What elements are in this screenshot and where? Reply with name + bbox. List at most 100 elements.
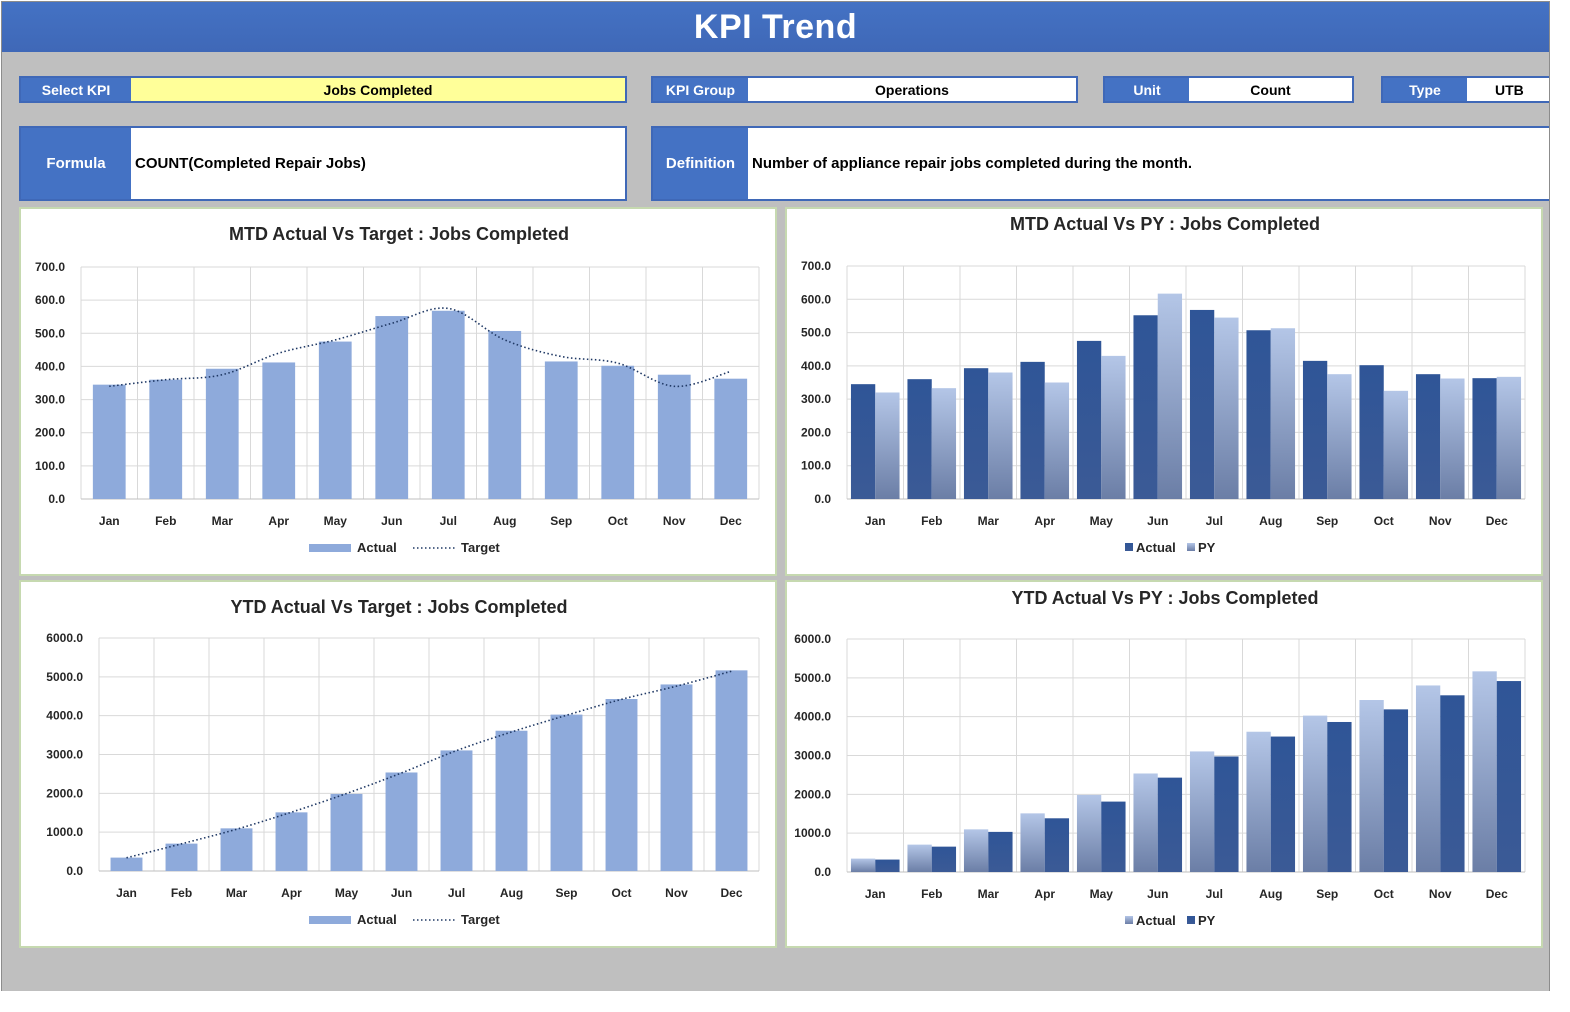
bar-actual — [431, 310, 465, 499]
chart-ytd-actual-vs-py: YTD Actual Vs PY : Jobs Completed 0.0 1000… — [785, 580, 1543, 948]
y-tick-label: 4000.0 — [46, 709, 83, 723]
legend-label-target: Target — [461, 540, 500, 555]
bar-py — [875, 392, 900, 499]
x-tick-label: Dec — [1486, 514, 1508, 528]
bar-py — [1496, 376, 1522, 499]
bar-actual — [1302, 360, 1328, 499]
x-tick-label: Aug — [1259, 514, 1282, 528]
bar-actual — [1133, 315, 1158, 499]
bar-py — [1101, 801, 1126, 872]
bar-py — [988, 831, 1013, 872]
bar-actual — [1472, 671, 1497, 872]
chart-title: YTD Actual Vs PY : Jobs Completed — [1011, 588, 1318, 608]
bar-actual — [1020, 361, 1045, 499]
bar-py — [1044, 382, 1070, 499]
y-tick-label: 600.0 — [35, 293, 65, 307]
chart-ytd-actual-vs-target: YTD Actual Vs Target : Jobs Completed 0.0… — [19, 580, 777, 948]
bar-py — [1327, 374, 1352, 499]
legend-swatch-actual — [1125, 543, 1133, 551]
type-label: Type — [1383, 78, 1467, 101]
bar-actual — [605, 699, 638, 871]
kpi-group-label: KPI Group — [653, 78, 748, 101]
legend-swatch-py — [1187, 543, 1195, 551]
y-tick-label: 0.0 — [66, 864, 83, 878]
y-tick-label: 400.0 — [801, 359, 831, 373]
bar-actual — [1020, 813, 1045, 872]
chart-mtd-actual-vs-py: MTD Actual Vs PY : Jobs Completed 0.0 100.… — [785, 207, 1543, 576]
unit-value: Count — [1250, 81, 1291, 98]
chart-mtd-actual-vs-py-svg: MTD Actual Vs PY : Jobs Completed 0.0 100.… — [801, 214, 1526, 555]
bar-actual — [963, 368, 989, 499]
x-tick-label: Feb — [171, 886, 192, 900]
bar-actual — [714, 378, 748, 499]
bar-actual — [165, 843, 198, 871]
x-tick-label: Sep — [550, 514, 572, 528]
bar-actual — [963, 829, 989, 872]
bar-actual — [850, 384, 876, 499]
bar-py — [1270, 328, 1296, 499]
bar-actual — [220, 828, 253, 871]
x-tick-label: Jul — [1206, 887, 1223, 901]
x-tick-label: May — [324, 514, 348, 528]
legend-swatch-actual — [309, 916, 351, 924]
sheet-bottom-area — [0, 991, 1570, 1012]
chart-title: MTD Actual Vs Target : Jobs Completed — [229, 224, 569, 244]
x-tick-label: Dec — [720, 886, 742, 900]
chart-mtd-actual-vs-target-svg: MTD Actual Vs Target : Jobs Completed 0.0… — [35, 224, 760, 555]
bar-actual — [1415, 374, 1441, 499]
y-tick-label: 300.0 — [801, 392, 831, 406]
bar-py — [1157, 777, 1183, 872]
x-tick-label: Aug — [500, 886, 523, 900]
bar-py — [1214, 317, 1239, 499]
legend-label-py: PY — [1198, 913, 1216, 928]
x-tick-label: Sep — [1316, 887, 1338, 901]
select-kpi-dropdown[interactable]: Jobs Completed — [131, 78, 625, 101]
legend: Actual Target — [309, 912, 500, 927]
x-tick-label: Feb — [155, 514, 176, 528]
x-tick-label: Oct — [1374, 887, 1394, 901]
y-tick-label: 100.0 — [801, 459, 831, 473]
x-tick-label: Jun — [1147, 514, 1168, 528]
x-tick-label: Jun — [1147, 887, 1168, 901]
bar-py — [1214, 756, 1239, 872]
y-tick-label: 200.0 — [801, 425, 831, 439]
bar-py — [1044, 818, 1070, 872]
bar-py — [1383, 709, 1409, 872]
x-tick-label: Nov — [665, 886, 688, 900]
bar-py — [1157, 293, 1183, 499]
x-tick-label: Jan — [116, 886, 137, 900]
dashboard-frame: KPI Trend Select KPI Jobs Completed KPI … — [1, 1, 1550, 992]
bar-actual — [601, 365, 635, 499]
x-tick-label: Aug — [1259, 887, 1282, 901]
bar-actual — [550, 714, 583, 871]
legend-label-actual: Actual — [1136, 540, 1176, 555]
x-tick-label: Jul — [1206, 514, 1223, 528]
bar-actual — [1302, 715, 1328, 872]
line-target — [109, 307, 731, 388]
legend: Actual PY — [1125, 540, 1216, 555]
y-tick-label: 4000.0 — [794, 710, 831, 724]
x-tick-label: Mar — [226, 886, 248, 900]
chart-title: YTD Actual Vs Target : Jobs Completed — [230, 597, 567, 617]
x-tick-label: Apr — [1034, 514, 1055, 528]
x-tick-label: Mar — [978, 887, 1000, 901]
chart-ytd-actual-vs-py-svg: YTD Actual Vs PY : Jobs Completed 0.0 1000… — [794, 588, 1526, 928]
chart-ytd-actual-vs-target-svg: YTD Actual Vs Target : Jobs Completed 0.0… — [46, 597, 760, 927]
bar-actual — [488, 330, 522, 499]
select-kpi-field[interactable]: Select KPI Jobs Completed — [19, 76, 627, 103]
y-tick-label: 600.0 — [801, 292, 831, 306]
bar-py — [1327, 721, 1352, 872]
x-tick-label: Apr — [281, 886, 302, 900]
bar-actual — [1246, 731, 1271, 872]
bar-actual — [495, 730, 528, 871]
legend-label-target: Target — [461, 912, 500, 927]
y-tick-label: 2000.0 — [46, 786, 83, 800]
bar-py — [931, 388, 957, 499]
x-tick-label: Oct — [1374, 514, 1394, 528]
y-tick-label: 300.0 — [35, 393, 65, 407]
legend-label-actual: Actual — [357, 540, 397, 555]
bar-py — [1440, 378, 1465, 499]
bar-actual — [1076, 340, 1102, 499]
bar-actual — [330, 793, 363, 871]
bar-actual — [92, 384, 126, 499]
